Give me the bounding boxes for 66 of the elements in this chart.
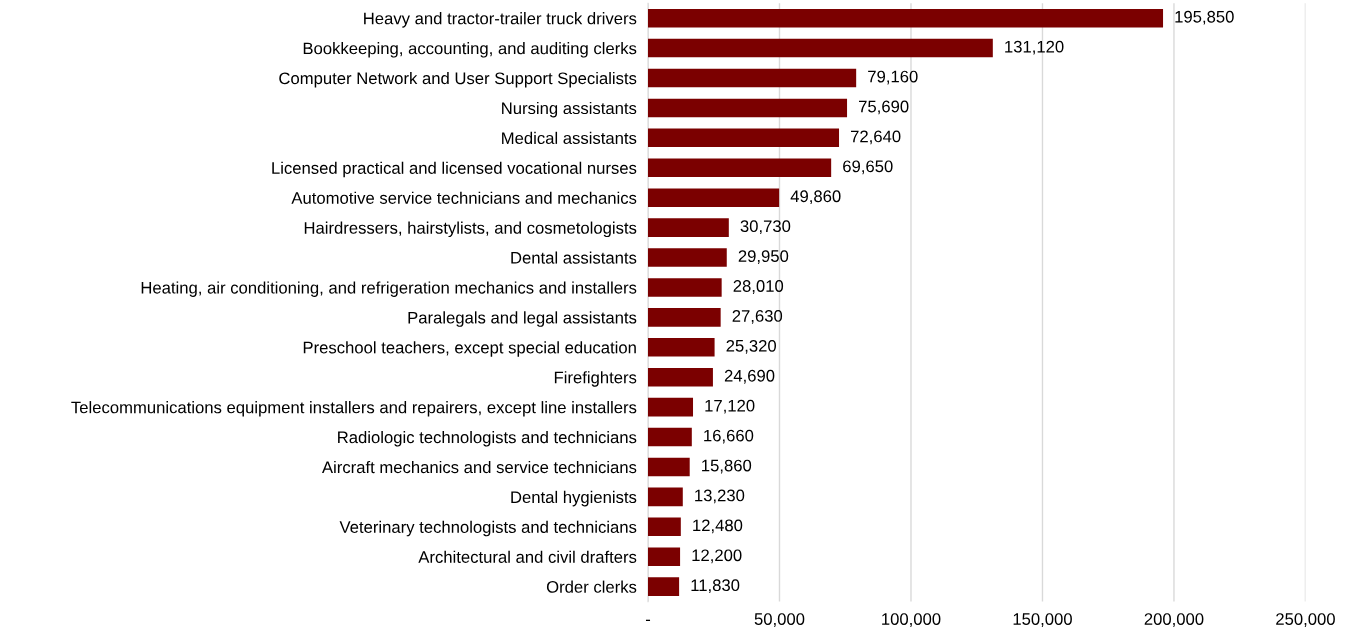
bar [648,577,680,596]
data-label: 195,850 [1175,10,1234,25]
bar [648,8,1164,28]
y-tick-label: Heating, air conditioning, and refrigeration mechanics and installers [141,281,637,297]
bar [648,248,727,267]
bar [648,367,713,387]
y-tick-label: Nursing assistants [502,101,637,118]
data-label: 29,950 [738,250,789,264]
data-label: 17,120 [705,399,755,414]
data-label: 24,690 [724,369,775,384]
bar [648,308,721,327]
bar [648,457,690,477]
y-tick-label: Preschool teachers, except special education [303,341,636,357]
bar [648,547,681,566]
y-tick-label: Aircraft mechanics and service technicians [321,460,637,474]
y-tick-label: Radiologic technologists and technicians [338,431,637,447]
bar [648,278,722,297]
y-tick-label: Hairdressers, hairstylists, and cosmetologists [304,221,637,238]
data-label: 12,200 [692,549,742,564]
x-tick-label: - [645,619,651,622]
bar [648,487,683,507]
bar [648,218,729,237]
data-label: 28,010 [733,280,784,294]
y-tick-label: Paralegals and legal assistants [408,311,637,327]
y-tick-label: Dental hygienists [511,490,637,507]
data-label: 12,480 [693,519,743,534]
data-label: 72,640 [850,130,901,145]
data-label: 79,160 [868,70,918,85]
y-tick-label: Firefighters [554,371,637,387]
bar [648,98,848,118]
bar [648,128,840,148]
x-tick-label: 150,000 [1013,613,1072,627]
y-tick-label: Automotive service technicians and mechanics [291,191,637,204]
bar [648,427,692,447]
data-label: 49,860 [790,190,841,205]
bar [648,68,857,88]
y-tick-label: Medical assistants [502,131,637,145]
x-tick-label: 200,000 [1144,613,1204,627]
bar [648,188,780,207]
y-tick-label: Licensed practical and licensed vocational nurses [272,161,637,178]
data-label: 75,690 [859,100,909,115]
data-label: 30,730 [740,220,791,235]
bar [648,517,681,537]
x-tick-label: 250,000 [1276,613,1335,627]
bar [648,38,993,58]
data-label: 11,830 [691,579,740,594]
bar [648,338,715,357]
y-tick-label: Heavy and tractor-trailer truck drivers [364,12,637,28]
y-tick-label: Architectural and civil drafters [418,550,637,563]
y-tick-label: Order clerks [546,580,637,593]
data-label: 13,230 [695,489,745,504]
data-label: 131,120 [1005,40,1064,55]
y-tick-label: Telecommunications equipment installers and repairers, except line installers [71,401,637,417]
bar [648,158,832,178]
data-label: 27,630 [732,310,783,324]
data-label: 15,860 [702,459,752,474]
y-tick-label: Computer Network and User Support Specialists [279,71,637,88]
x-tick-label: 50,000 [754,613,805,627]
y-tick-label: Bookkeeping, accounting, and auditing clerks [303,42,637,58]
x-tick-label: 100,000 [882,613,941,627]
y-tick-label: Dental assistants [511,251,637,264]
data-label: 25,320 [726,339,777,354]
y-tick-label: Veterinary technologists and technicians [339,520,637,537]
data-label: 16,660 [704,429,754,444]
bar [648,397,694,417]
data-label: 69,650 [843,160,893,175]
